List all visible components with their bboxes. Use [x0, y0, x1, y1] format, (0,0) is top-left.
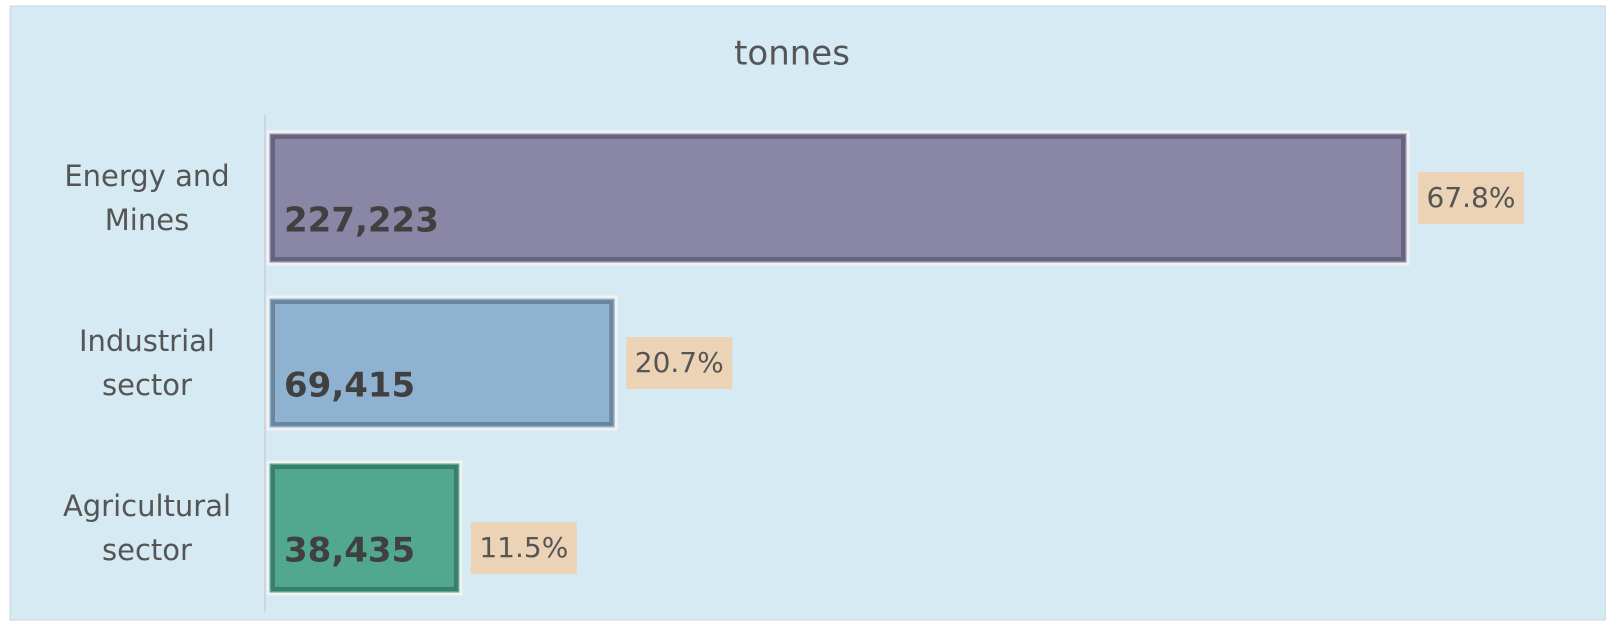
bar — [266, 460, 463, 596]
value-label: 227,223 — [284, 201, 439, 241]
share-label-box — [626, 337, 733, 389]
value-label: 38,435 — [284, 531, 415, 571]
share-label: 20.7% — [635, 346, 724, 379]
category-label: Energy and Mines — [64, 159, 230, 237]
bar — [266, 295, 618, 431]
bar-bevel — [271, 300, 614, 426]
share-label: 67.8% — [1427, 181, 1516, 214]
category-label: Industrial sector — [78, 324, 215, 402]
bar-bevel — [271, 465, 458, 591]
share-label-box — [470, 522, 577, 574]
share-label: 11.5% — [479, 531, 568, 564]
category-label: Agricultural sector — [62, 489, 232, 567]
bar-bevel — [271, 135, 1405, 261]
share-label-box — [1418, 172, 1524, 224]
bar — [266, 130, 1410, 266]
chart-title: tonnes — [734, 34, 850, 74]
value-label: 69,415 — [284, 366, 415, 406]
